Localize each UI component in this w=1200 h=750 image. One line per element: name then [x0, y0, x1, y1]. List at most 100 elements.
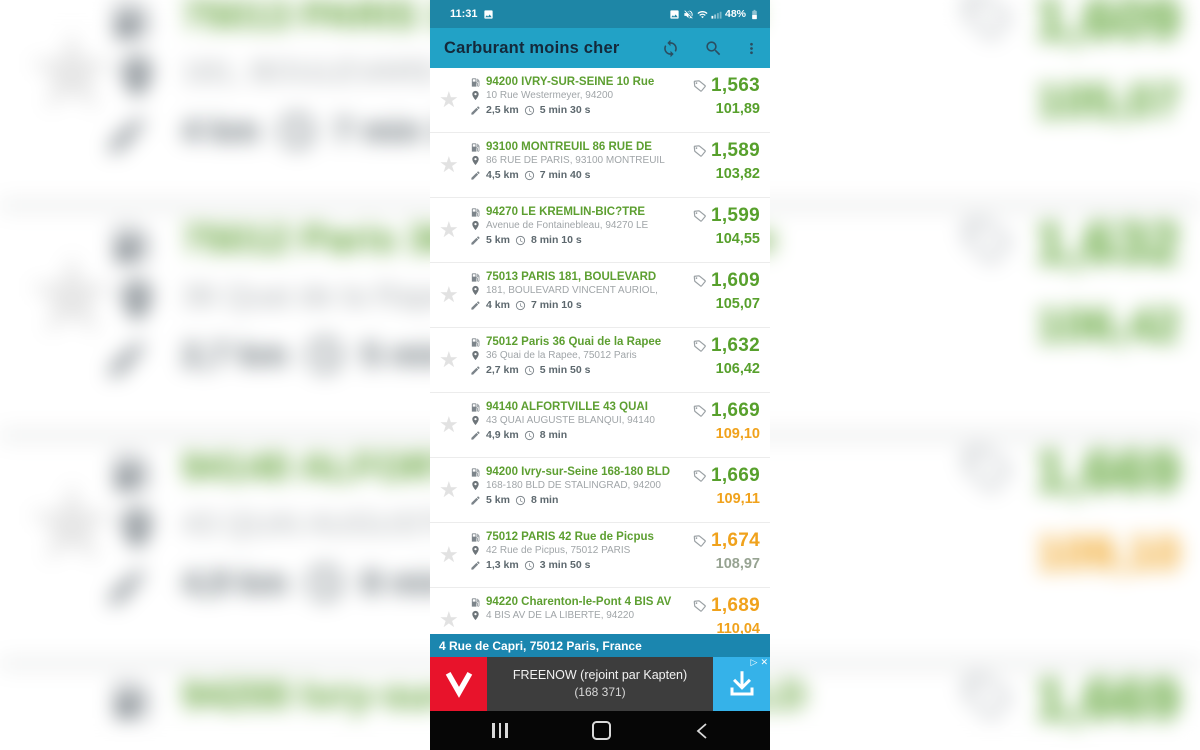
station-address: 4 BIS AV DE LA LIBERTE, 94220: [486, 610, 635, 621]
ad-advertiser: FREENOW (rejoint par Kapten): [512, 668, 688, 683]
price-tag-icon: [692, 533, 707, 548]
route-pencil-icon: [470, 105, 481, 116]
phone-screen: 11:31 48% Carburant moins cher ★ 94: [430, 0, 770, 750]
clock-icon: [524, 170, 535, 181]
station-distance: 2,5 km: [486, 104, 519, 116]
mute-icon: [683, 9, 694, 20]
station-row[interactable]: ★ 94220 Charenton-le-Pont 4 BIS AV 4 BIS…: [430, 588, 770, 634]
freenow-logo: [430, 657, 487, 711]
route-pencil-icon: [470, 235, 481, 246]
location-pin-icon: [470, 155, 481, 166]
favorite-star-icon[interactable]: ★: [439, 542, 459, 567]
fuel-pump-icon: [108, 678, 154, 724]
station-title: 94220 Charenton-le-Pont 4 BIS AV: [486, 596, 672, 608]
route-pencil-icon: [104, 564, 150, 610]
ad-banner[interactable]: FREENOW (rejoint par Kapten) (168 371) ▷…: [430, 657, 770, 711]
price-tag-icon: [958, 211, 1017, 270]
station-address: 181, BOULEVARD VINCENT AURIOL,: [486, 285, 658, 296]
station-price: 1,674: [710, 530, 760, 551]
favorite-star-icon: ★: [22, 233, 123, 358]
back-button[interactable]: [696, 722, 708, 739]
ad-install-button[interactable]: ▷ ✕: [713, 657, 770, 711]
favorite-star-icon[interactable]: ★: [439, 217, 459, 242]
favorite-star-icon[interactable]: ★: [439, 477, 459, 502]
station-distance: 5 km: [486, 234, 510, 246]
station-price: 1,669: [710, 400, 760, 421]
station-row[interactable]: ★ 93100 MONTREUIL 86 RUE DE 86 RUE DE PA…: [430, 133, 770, 198]
favorite-star-icon[interactable]: ★: [439, 282, 459, 307]
station-distance: 4,9 km: [486, 429, 519, 441]
fuel-pump-icon: [108, 222, 154, 268]
station-price: 1,563: [710, 75, 760, 96]
station-secondary-price: 101,89: [715, 101, 760, 117]
station-row[interactable]: ★ 94270 LE KREMLIN-BIC?TRE Avenue de Fon…: [430, 198, 770, 263]
station-title: 75012 PARIS 42 Rue de Picpus: [486, 531, 654, 543]
favorite-star-icon[interactable]: ★: [439, 87, 459, 112]
station-address: 86 RUE DE PARIS, 93100 MONTREUIL: [486, 155, 665, 166]
refresh-icon[interactable]: [661, 39, 680, 58]
current-address-bar: 4 Rue de Capri, 75012 Paris, France: [430, 634, 770, 657]
clock-icon: [524, 105, 535, 116]
station-price: 1,632: [710, 335, 760, 356]
station-row[interactable]: ★ 75012 Paris 36 Quai de la Rapee 36 Qua…: [430, 328, 770, 393]
station-price: 1,599: [710, 205, 760, 226]
app-bar: Carburant moins cher: [430, 28, 770, 68]
fuel-pump-icon: [470, 77, 481, 88]
station-row[interactable]: ★ 75012 PARIS 42 Rue de Picpus 42 Rue de…: [430, 523, 770, 588]
station-title: 94200 Ivry-sur-Seine 168-180 BLD: [486, 466, 671, 478]
android-nav-bar: [430, 711, 770, 750]
route-pencil-icon: [470, 430, 481, 441]
bg-station-secondary: 105,07: [1036, 73, 1180, 127]
favorite-star-icon: ★: [22, 9, 123, 134]
favorite-star-icon[interactable]: ★: [439, 607, 459, 632]
station-price: 1,589: [710, 140, 760, 161]
location-pin-icon: [470, 610, 481, 621]
price-tag-icon: [692, 208, 707, 223]
station-row[interactable]: ★ 94200 IVRY-SUR-SEINE 10 Rue 10 Rue Wes…: [430, 68, 770, 133]
overflow-menu-icon[interactable]: [743, 40, 760, 57]
fuel-pump-icon: [470, 272, 481, 283]
location-pin-icon: [470, 350, 481, 361]
clock-icon: [515, 495, 526, 506]
image-notification-icon: [483, 9, 494, 20]
status-bar: 11:31 48%: [430, 0, 770, 28]
clock-icon: [304, 562, 346, 604]
station-distance: 2,7 km: [486, 364, 519, 376]
adchoices-icon[interactable]: ▷: [750, 657, 758, 667]
station-secondary-price: 105,07: [715, 296, 760, 312]
favorite-star-icon[interactable]: ★: [439, 347, 459, 372]
ad-close-icon[interactable]: ✕: [760, 657, 768, 667]
wifi-icon: [697, 9, 708, 20]
clock-icon: [524, 365, 535, 376]
station-secondary-price: 103,82: [715, 166, 760, 182]
recents-button[interactable]: [492, 723, 508, 738]
price-tag-icon: [958, 0, 1017, 47]
station-row[interactable]: ★ 75013 PARIS 181, BOULEVARD 181, BOULEV…: [430, 263, 770, 328]
price-tag-icon: [692, 338, 707, 353]
location-pin-icon: [470, 480, 481, 491]
clock-icon: [524, 430, 535, 441]
station-secondary-price: 110,04: [716, 621, 760, 634]
home-button[interactable]: [592, 721, 612, 740]
station-price: 1,669: [710, 465, 760, 486]
station-row[interactable]: ★ 94140 ALFORTVILLE 43 QUAI 43 QUAI AUGU…: [430, 393, 770, 458]
location-pin-icon: [112, 504, 162, 554]
station-title: 94140 ALFORTVILLE 43 QUAI: [486, 401, 648, 413]
favorite-star-icon[interactable]: ★: [439, 152, 459, 177]
price-tag-icon: [958, 439, 1017, 498]
price-tag-icon: [692, 78, 707, 93]
search-icon[interactable]: [704, 39, 723, 58]
station-duration: 3 min 50 s: [539, 559, 591, 571]
station-secondary-price: 104,55: [715, 231, 760, 247]
station-row[interactable]: ★ 94200 Ivry-sur-Seine 168-180 BLD 168-1…: [430, 458, 770, 523]
screenshot-icon: [669, 9, 680, 20]
station-secondary-price: 109,10: [715, 426, 760, 442]
favorite-star-icon[interactable]: ★: [439, 412, 459, 437]
station-title: 94200 IVRY-SUR-SEINE 10 Rue: [486, 76, 655, 88]
battery-icon: [749, 9, 760, 20]
price-tag-icon: [958, 667, 1017, 726]
current-address-text: 4 Rue de Capri, 75012 Paris, France: [439, 638, 642, 653]
clock-icon: [515, 300, 526, 311]
station-list: ★ 94200 IVRY-SUR-SEINE 10 Rue 10 Rue Wes…: [430, 68, 770, 634]
